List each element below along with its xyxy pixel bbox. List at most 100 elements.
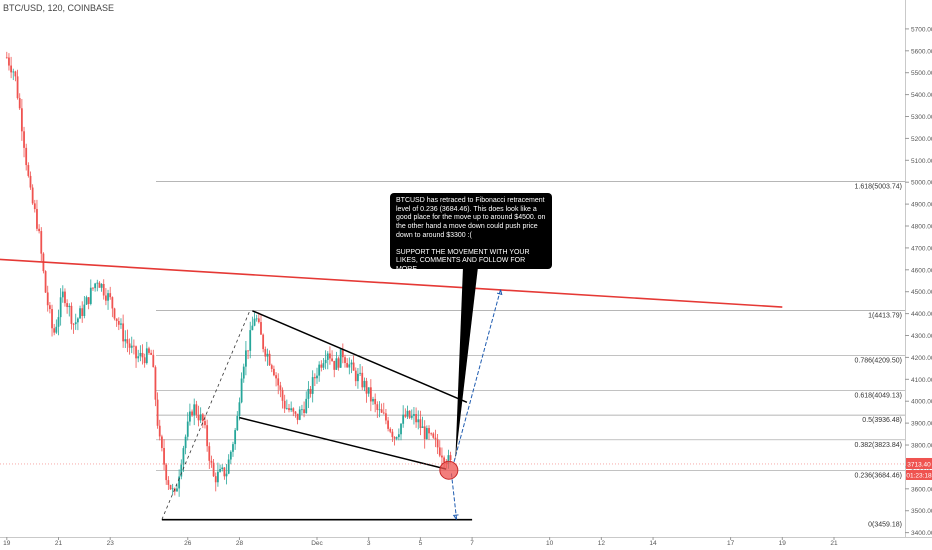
candle-body (165, 464, 168, 481)
last-price-label: 3713.40 (907, 461, 931, 468)
candle-body (329, 353, 331, 359)
fib-level-label: 0(3459.18) (868, 522, 902, 529)
annotation-callout[interactable]: BTCUSD has retraced to Fibonacci retrace… (390, 193, 552, 273)
candle-body (219, 469, 221, 472)
price-tick-label: 3800.00 (911, 443, 932, 450)
time-tick-label: 21 (55, 540, 63, 547)
candle-body (298, 409, 301, 420)
candle-body (167, 480, 170, 485)
candle-body (72, 323, 75, 325)
candle-body (251, 325, 254, 331)
countdown-label: 01:23:18 (906, 472, 932, 479)
candle-body (262, 334, 265, 350)
candle-body (44, 271, 47, 293)
price-tick-label: 4700.00 (911, 245, 932, 252)
candle-body (346, 362, 349, 368)
candle-body (109, 293, 112, 298)
candle-body (232, 444, 234, 452)
candle-body (29, 175, 32, 188)
candle-body (423, 426, 426, 439)
price-tick-label: 3600.00 (911, 486, 932, 493)
candle-body (331, 358, 333, 361)
candle-body (236, 415, 239, 431)
candle-body (430, 433, 433, 435)
price-tick-label: 4600.00 (911, 267, 932, 274)
candle-body (344, 357, 346, 363)
candle-body (197, 414, 200, 421)
candle-body (275, 375, 277, 379)
chart-drawings (0, 258, 905, 521)
candle-body (385, 413, 387, 421)
callout-pointer (455, 267, 478, 461)
candle-body (301, 409, 303, 411)
candle-body (152, 354, 155, 368)
candle-body (23, 131, 25, 148)
target-circle (439, 460, 459, 480)
price-tick-label: 4500.00 (911, 289, 932, 296)
candle-body (307, 388, 310, 399)
time-tick-label: 21 (830, 540, 838, 547)
candle-body (38, 228, 41, 232)
candle-body (148, 348, 150, 353)
projection-down-arrowhead (452, 514, 459, 520)
candle-body (374, 398, 377, 405)
price-tick-label: 5000.00 (911, 180, 932, 187)
fib-level-label: 0.5(3936.48) (862, 417, 902, 424)
candle-body (184, 436, 187, 449)
candle-body (16, 76, 19, 99)
candle-body (421, 426, 424, 428)
candle-body (337, 358, 340, 368)
candle-body (285, 408, 288, 409)
candle-body (372, 398, 374, 402)
time-tick-label: 10 (546, 540, 554, 547)
price-tick-label: 4400.00 (911, 311, 932, 318)
candle-body (92, 287, 94, 289)
candle-body (253, 318, 256, 326)
fib-level-label: 0.786(4209.50) (855, 357, 902, 364)
candle-body (438, 447, 441, 456)
candle-body (51, 309, 53, 329)
price-tick-label: 5300.00 (911, 114, 932, 121)
price-tick-label: 4000.00 (911, 399, 932, 406)
price-tick-label: 5200.00 (911, 136, 932, 143)
candle-body (408, 410, 411, 418)
candle-body (199, 414, 202, 421)
candle-body (33, 203, 36, 210)
candle-body (132, 345, 135, 347)
candle-body (283, 400, 286, 409)
candle-body (64, 291, 66, 304)
candle-body (126, 339, 129, 344)
fib-level-label: 0.236(3684.46) (855, 472, 902, 479)
candle-body (204, 421, 206, 426)
candle-body (389, 428, 392, 432)
candle-body (234, 430, 237, 445)
candle-body (273, 368, 275, 376)
fib-level-label: 0.382(3823.84) (855, 442, 902, 449)
candle-body (221, 467, 224, 470)
time-tick-label: 28 (236, 540, 244, 547)
price-tick-label: 5600.00 (911, 48, 932, 55)
candle-body (135, 346, 137, 359)
annotation-text: BTCUSD has retraced to Fibonacci retrace… (396, 197, 546, 239)
time-tick-label: 5 (419, 540, 423, 547)
candle-body (186, 421, 189, 437)
projection-up-arrowhead (496, 289, 503, 296)
candle-body (227, 459, 230, 474)
candle-body (318, 364, 321, 376)
candle-body (102, 283, 105, 296)
candle-body (98, 282, 101, 288)
candle-body (266, 353, 269, 357)
candle-body (66, 303, 69, 308)
candle-body (214, 476, 217, 483)
candle-body (117, 320, 120, 325)
candle-body (124, 339, 127, 342)
candle-body (208, 446, 211, 461)
candle-body (432, 433, 435, 438)
candle-body (180, 464, 183, 477)
candle-body (292, 408, 295, 412)
price-tick-label: 4100.00 (911, 377, 932, 384)
candle-body (223, 467, 226, 477)
candle-body (100, 283, 103, 288)
candle-body (359, 372, 361, 374)
